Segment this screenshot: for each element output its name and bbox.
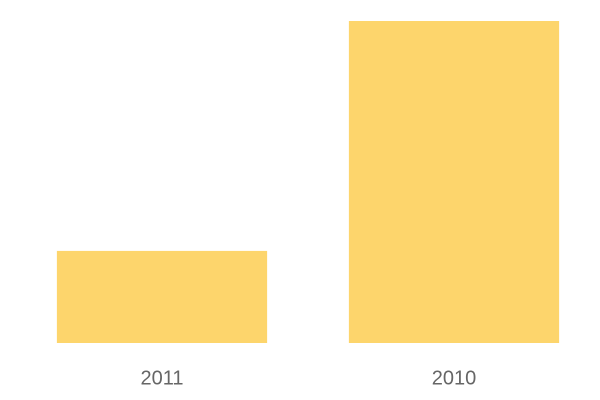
x-tick-label: 2011 <box>140 367 183 389</box>
x-tick-label: 2010 <box>432 367 477 389</box>
bar <box>56 250 268 343</box>
bar <box>348 21 560 343</box>
